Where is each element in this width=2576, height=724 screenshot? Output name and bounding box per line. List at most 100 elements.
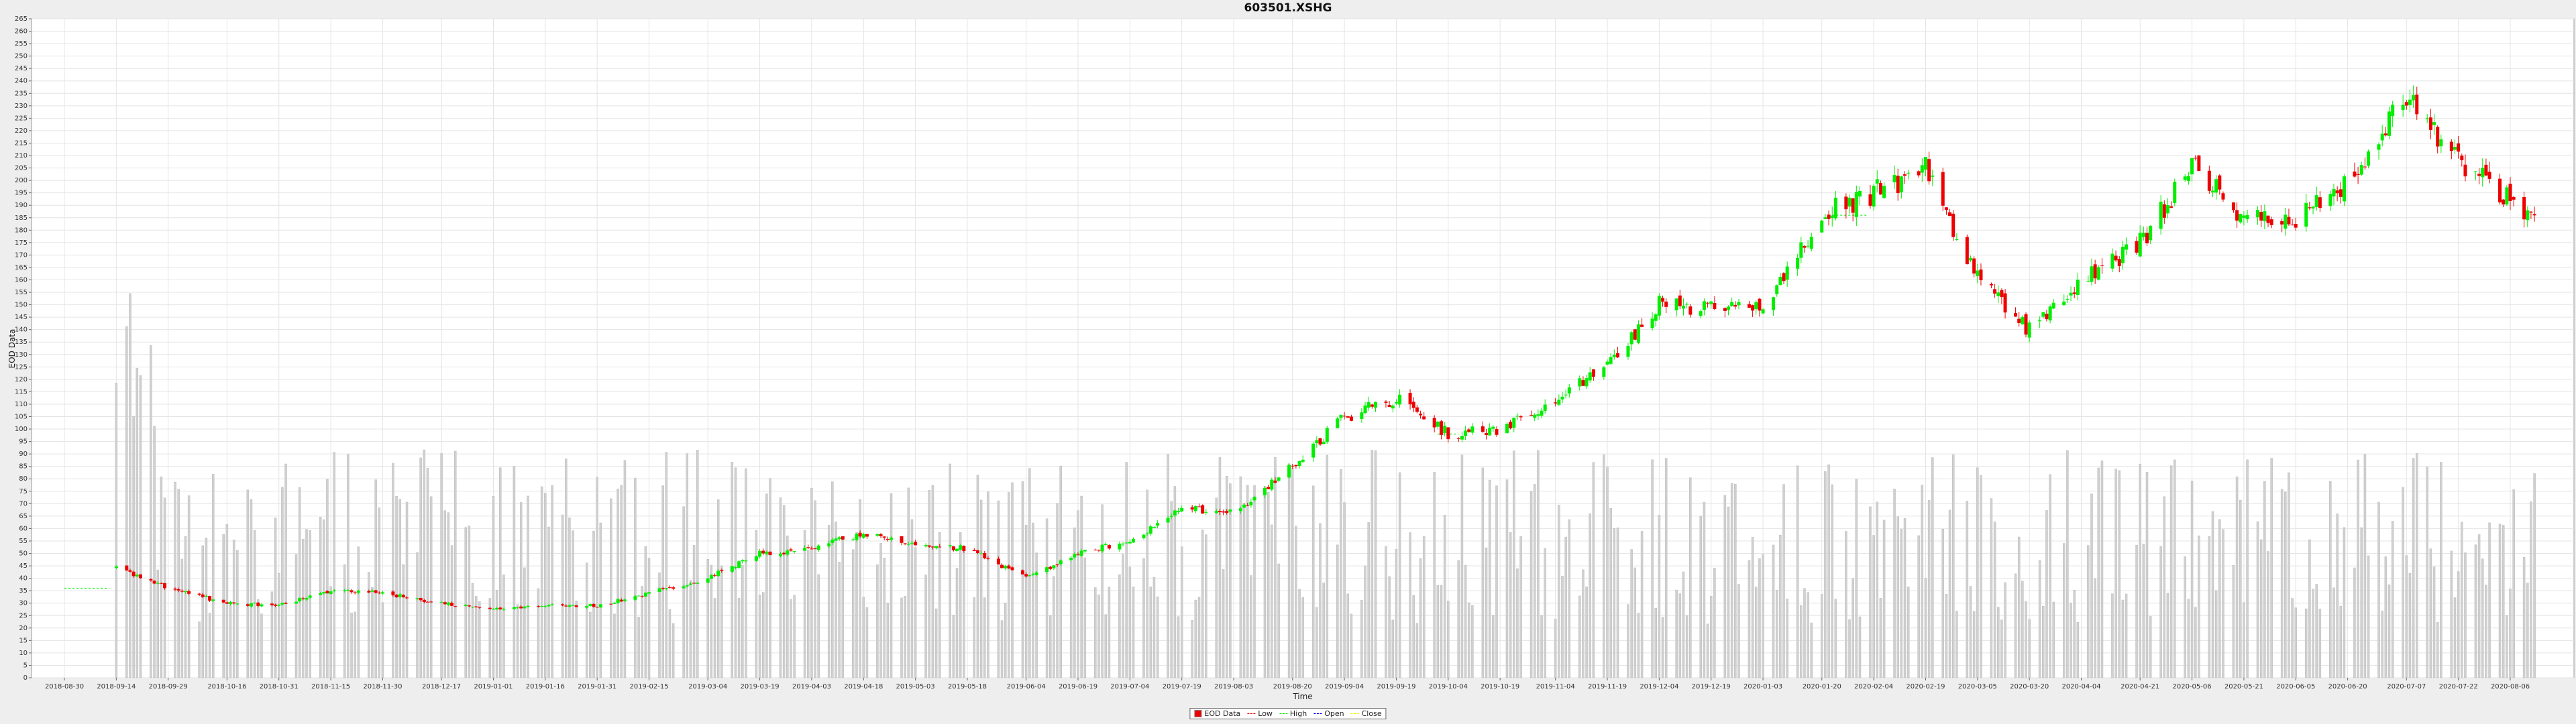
volume-bar: [2332, 587, 2335, 678]
candle-body: [2304, 202, 2308, 227]
volume-bar: [2280, 489, 2284, 678]
candle-body: [1297, 461, 1301, 467]
candle-body: [1640, 324, 1644, 327]
volume-bar: [1118, 575, 1121, 678]
candle-body: [1204, 511, 1208, 513]
volume-bar: [658, 572, 661, 678]
candle-body: [1557, 400, 1561, 405]
y-tick-label: 100: [15, 426, 28, 433]
candle-body: [1439, 421, 1443, 435]
volume-bar: [1045, 518, 1049, 678]
candle-body: [401, 595, 405, 598]
candle-body: [903, 543, 907, 544]
candle-body: [1976, 270, 1980, 277]
candle-body: [955, 548, 959, 552]
candle-body: [1678, 295, 1682, 306]
volume-bar: [1229, 483, 1232, 678]
x-tick-label: 2018-08-30: [45, 683, 84, 690]
volume-bar: [1931, 457, 1934, 678]
candle-body: [270, 603, 274, 605]
candle-body: [744, 560, 748, 562]
volume-bar: [1274, 457, 1277, 678]
volume-bar: [1032, 522, 1034, 678]
volume-bar: [1848, 619, 1851, 678]
volume-bar: [1083, 557, 1087, 678]
y-tick-label: 10: [19, 650, 28, 657]
candle-body: [1917, 171, 1921, 176]
volume-bar: [983, 597, 986, 678]
candle-body: [232, 602, 236, 604]
candle-body: [1927, 159, 1931, 182]
volume-bar: [1713, 568, 1716, 678]
volume-bar: [1471, 605, 1474, 678]
y-tick-label: 155: [15, 289, 28, 296]
candle-body: [211, 599, 215, 601]
volume-bar: [1519, 536, 1522, 678]
candle-body: [2473, 171, 2477, 172]
candle-body: [1128, 542, 1132, 544]
volume-bar: [1800, 605, 1803, 678]
candle-body: [2318, 197, 2322, 208]
volume-bar: [2367, 555, 2370, 678]
volume-bar: [1298, 589, 1301, 678]
y-tick-label: 0: [23, 674, 28, 682]
volume-bar: [2243, 602, 2245, 678]
volume-bar: [1772, 544, 1775, 678]
candle-body: [1273, 480, 1277, 483]
legend-item-high: High: [1279, 709, 1307, 718]
volume-bar: [1440, 585, 1443, 678]
candle-body: [305, 598, 309, 600]
volume-bar: [575, 601, 578, 678]
candle-body: [1923, 157, 1927, 170]
candle-body: [2125, 244, 2129, 250]
candle-body: [1491, 426, 1495, 429]
volume-bar: [222, 534, 225, 678]
volume-bar: [551, 485, 553, 678]
candle-body: [1481, 426, 1485, 432]
candle-body: [1948, 212, 1952, 217]
candle-body: [187, 591, 191, 594]
candle-body: [2093, 264, 2097, 279]
candle-body: [789, 549, 793, 551]
y-tick-label: 110: [15, 401, 28, 408]
volume-bar: [2135, 545, 2138, 678]
volume-bar: [934, 608, 938, 678]
volume-bar: [2194, 607, 2197, 678]
volume-bar: [1903, 518, 1907, 678]
candle-body: [1626, 346, 1630, 357]
candle-body: [983, 552, 987, 558]
volume-bar: [1807, 592, 1809, 678]
volume-bar: [1409, 532, 1411, 678]
volume-bar: [1242, 503, 1246, 678]
candle-body: [543, 606, 547, 607]
volume-bar: [2461, 522, 2463, 678]
candle-body: [1778, 277, 1782, 285]
volume-bar: [2384, 556, 2387, 678]
x-tick-label: 2019-05-18: [948, 683, 987, 690]
x-tick-label: 2019-05-03: [896, 683, 935, 690]
volume-bar: [1951, 454, 1955, 678]
volume-bar: [647, 558, 651, 678]
volume-bar: [513, 466, 516, 678]
volume-bar: [392, 463, 394, 678]
candle-body: [2449, 141, 2453, 152]
volume-bar: [1540, 615, 1543, 678]
candle-body: [1654, 314, 1658, 321]
volume-bar: [1291, 467, 1294, 678]
x-tick-label: 2019-09-19: [1377, 683, 1415, 690]
volume-bar: [1664, 458, 1668, 678]
candle-body: [1681, 305, 1685, 309]
volume-bar: [277, 572, 280, 678]
candle-body: [229, 601, 233, 605]
volume-bar: [1443, 515, 1446, 678]
y-tick-label: 245: [15, 65, 28, 72]
x-tick-label: 2018-11-30: [363, 683, 402, 690]
y-tick-label: 65: [19, 513, 28, 520]
candle-body: [1955, 239, 1959, 240]
candle-body: [367, 591, 371, 593]
volume-bar: [1059, 465, 1062, 678]
candle-body: [588, 604, 592, 607]
candle-body: [996, 558, 1000, 564]
volume-bar: [565, 459, 568, 678]
candle-body: [2076, 280, 2080, 296]
